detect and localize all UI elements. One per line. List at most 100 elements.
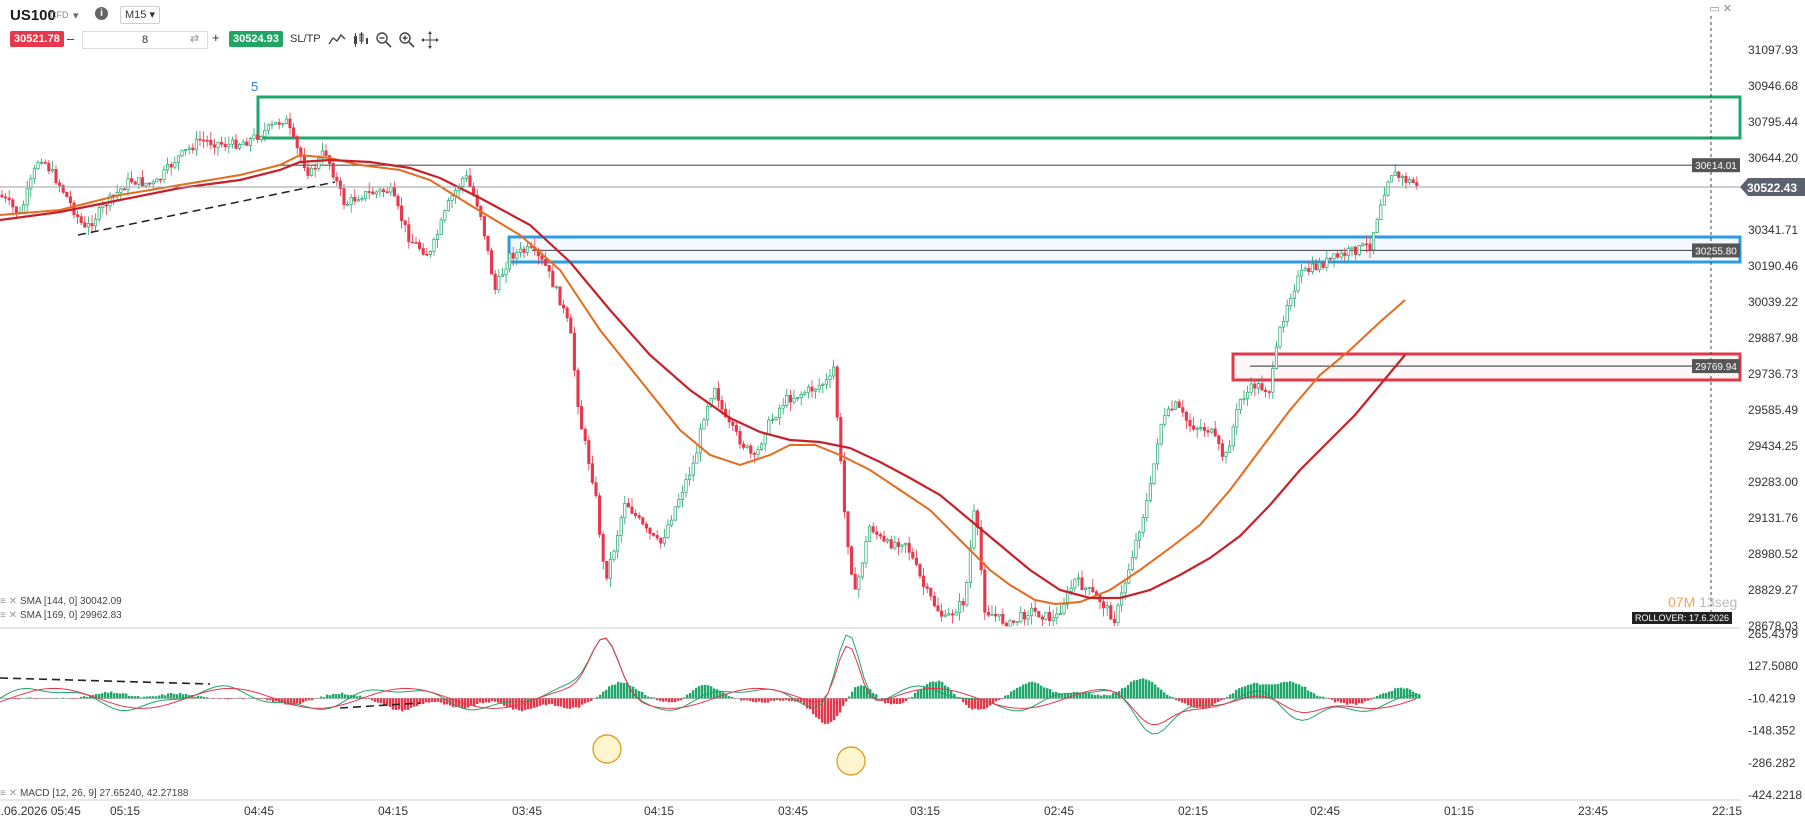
candle-body: [626, 503, 630, 508]
macd-bar: [1406, 688, 1409, 699]
candle-body: [540, 255, 544, 260]
candle-body: [994, 613, 998, 617]
macd-bar: [680, 698, 683, 701]
macd-bar: [560, 698, 563, 707]
candle-body: [1242, 398, 1246, 401]
macd-bar: [122, 693, 125, 699]
swap-icon[interactable]: ⇄: [190, 33, 200, 45]
candle-body: [313, 167, 317, 170]
candle-body: [1163, 415, 1167, 425]
supply-zone-green: [256, 95, 1742, 140]
zones-layer[interactable]: 30614.01 30255.80 29769.94: [256, 95, 1742, 382]
macd-bar: [332, 693, 335, 699]
macd-bar: [1163, 692, 1166, 699]
quantity-decrease-button[interactable]: –: [67, 31, 75, 46]
crosshair-icon[interactable]: [421, 31, 439, 49]
zoom-in-icon[interactable]: [398, 31, 416, 49]
macd-bar: [647, 696, 650, 699]
candle-body: [936, 605, 940, 612]
symbol-dropdown-icon[interactable]: ▾: [73, 10, 79, 22]
candle-body: [565, 307, 569, 319]
candle-body: [392, 186, 396, 197]
candle-body: [904, 542, 908, 546]
candle-body: [515, 252, 519, 259]
macd-bar: [1031, 681, 1034, 699]
candle-body: [630, 506, 634, 514]
macd-legend[interactable]: ≡ ✕ MACD [12, 26, 9] 27.65240, 42.27188: [0, 788, 188, 799]
price-tag-bg: [1692, 243, 1740, 258]
macd-bar: [1409, 689, 1412, 699]
macd-bar: [101, 693, 104, 699]
candle-body: [544, 259, 548, 266]
candle-body: [1260, 383, 1264, 391]
macd-bar: [356, 696, 359, 699]
close-icon[interactable]: ≡ ✕: [0, 610, 17, 621]
line-chart-icon[interactable]: [328, 31, 346, 49]
window-controls[interactable]: ▭ ✕: [1709, 3, 1732, 15]
macd-bar: [893, 698, 896, 704]
macd-bar: [1418, 694, 1421, 699]
candle-body: [1228, 445, 1232, 453]
macd-bar: [440, 698, 443, 703]
candle-body: [1346, 248, 1350, 256]
macd-bar: [740, 698, 743, 701]
candle-body: [508, 252, 512, 270]
macd-bar: [605, 689, 608, 699]
close-icon[interactable]: ≡ ✕: [0, 788, 17, 799]
candle-body: [1235, 409, 1239, 428]
candle-body: [889, 539, 893, 549]
macd-bar: [707, 685, 710, 699]
macd-bar: [284, 698, 287, 705]
macd-bar: [110, 691, 113, 699]
macd-bar: [779, 698, 782, 701]
macd-bar: [1307, 690, 1310, 699]
zoom-out-icon[interactable]: [375, 31, 393, 49]
macd-bar: [749, 698, 752, 702]
candle-body: [1130, 557, 1134, 571]
candle-body: [853, 573, 857, 590]
info-icon[interactable]: i: [95, 7, 108, 20]
price-tick-label: 29736.73: [1748, 367, 1798, 381]
macd-bar: [335, 694, 338, 699]
buy-button[interactable]: 30524.93: [229, 31, 283, 47]
candle-body: [1343, 252, 1347, 256]
sell-button[interactable]: 30521.78: [10, 31, 64, 47]
macd-bar: [1361, 698, 1364, 704]
candle-body: [612, 550, 616, 560]
candle-body: [1109, 605, 1113, 620]
macd-bar: [953, 693, 956, 699]
macd-tick-label: -286.282: [1748, 756, 1796, 770]
candle-body: [882, 535, 886, 542]
candle-body: [1372, 232, 1376, 251]
price-tick-label: 30039.22: [1748, 295, 1798, 309]
timeframe-select[interactable]: M15 ▾: [120, 6, 160, 24]
macd-bar: [1190, 698, 1193, 707]
macd-bar: [269, 698, 272, 701]
symbol-name[interactable]: US100: [10, 7, 56, 24]
quantity-increase-button[interactable]: +: [212, 30, 220, 45]
macd-bar: [1235, 689, 1238, 699]
macd-bar: [515, 698, 518, 709]
macd-bar: [1397, 687, 1400, 699]
macd-bar: [146, 696, 149, 699]
macd-bar: [1103, 694, 1106, 699]
macd-bar: [845, 698, 848, 702]
sma144-legend[interactable]: ≡ ✕ SMA [144, 0] 30042.09: [0, 596, 122, 607]
candle-body: [792, 397, 796, 403]
candle-body: [50, 169, 54, 172]
macd-tick-label: 265.4379: [1748, 627, 1798, 641]
price-tick-label: 30341.71: [1748, 223, 1798, 237]
candle-body: [130, 178, 134, 183]
candles-icon[interactable]: [352, 31, 370, 49]
close-icon[interactable]: ≡ ✕: [0, 596, 17, 607]
macd-bar: [764, 698, 767, 703]
macd-bar: [587, 698, 590, 703]
macd-bar: [401, 698, 404, 712]
macd-bar: [1010, 691, 1013, 699]
macd-bar: [566, 698, 569, 709]
sltp-button[interactable]: SL/TP: [290, 33, 321, 45]
quantity-input[interactable]: 8: [82, 31, 208, 49]
macd-bar: [767, 698, 770, 703]
sma169-legend[interactable]: ≡ ✕ SMA [169, 0] 29962.83: [0, 610, 122, 621]
